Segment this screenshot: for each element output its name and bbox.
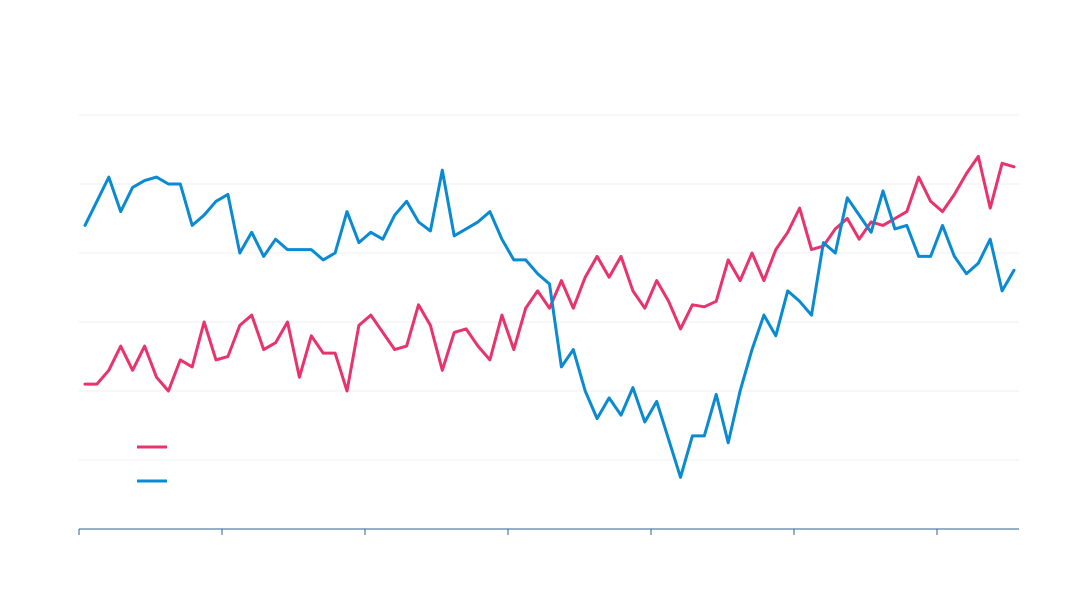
x-axis [78,528,1019,535]
series-lines [83,154,1016,479]
series-line-0 [83,154,1016,393]
legend [137,445,167,483]
series-line-1 [83,168,1016,479]
gridlines [79,114,1019,461]
